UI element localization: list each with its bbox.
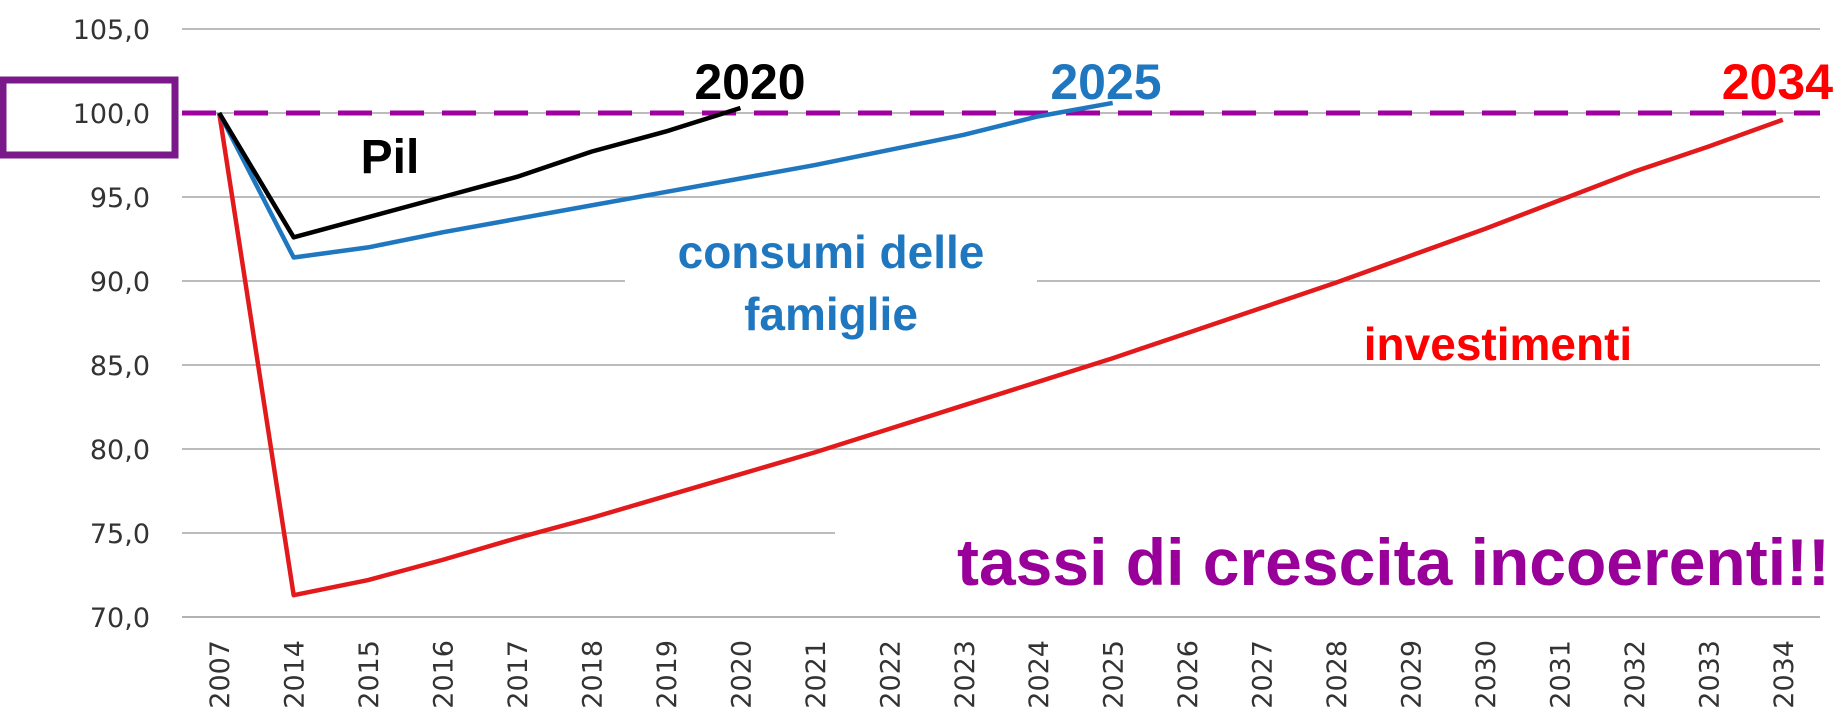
x-tick-label: 2024: [1024, 640, 1055, 709]
x-tick-label: 2032: [1620, 640, 1651, 709]
x-tick-label: 2028: [1322, 640, 1353, 709]
x-tick-label: 2015: [354, 640, 385, 709]
y-tick-label: 95,0: [90, 183, 150, 214]
x-tick-label: 2020: [726, 640, 757, 709]
annotation: 2020: [694, 54, 805, 110]
annotation: 2025: [1050, 54, 1161, 110]
x-tick-label: 2027: [1248, 640, 1279, 709]
x-tick-label: 2022: [875, 640, 906, 709]
series-line: [217, 112, 1784, 598]
x-tick-label: 2018: [578, 640, 609, 709]
annotation: Pil: [361, 131, 420, 184]
x-tick-label: 2026: [1173, 640, 1204, 709]
annotation: consumi delle: [678, 226, 985, 278]
series-line: [217, 105, 742, 240]
y-tick-label: 105,0: [73, 15, 150, 46]
x-tick-label: 2033: [1694, 640, 1725, 709]
highlight-box: [0, 76, 179, 159]
y-tick-label: 85,0: [90, 351, 150, 382]
x-tick-label: 2016: [429, 640, 460, 709]
x-tick-label: 2021: [801, 640, 832, 709]
y-tick-label: 90,0: [90, 267, 150, 298]
x-tick-label: 2029: [1397, 640, 1428, 709]
x-tick-label: 2023: [950, 640, 981, 709]
y-tick-label: 70,0: [90, 603, 150, 634]
x-tick-label: 2014: [280, 640, 311, 709]
x-tick-label: 2025: [1099, 640, 1130, 709]
series-line: [217, 100, 1114, 260]
annotation: tassi di crescita incoerenti!!: [957, 525, 1830, 599]
y-tick-label: 80,0: [90, 435, 150, 466]
annotation: famiglie: [744, 288, 918, 340]
x-tick-label: 2031: [1545, 640, 1576, 709]
x-tick-label: 2007: [205, 640, 236, 709]
label-background: [835, 520, 1833, 610]
x-tick-label: 2017: [503, 640, 534, 709]
label-background: [625, 225, 1037, 345]
y-tick-label: 75,0: [90, 519, 150, 550]
x-tick-label: 2030: [1471, 640, 1502, 709]
annotation: 2034: [1722, 54, 1833, 110]
x-tick-label: 2019: [652, 640, 683, 709]
annotation: investimenti: [1364, 318, 1632, 370]
x-tick-label: 2034: [1769, 640, 1800, 709]
y-tick-label: 100,0: [73, 99, 150, 130]
